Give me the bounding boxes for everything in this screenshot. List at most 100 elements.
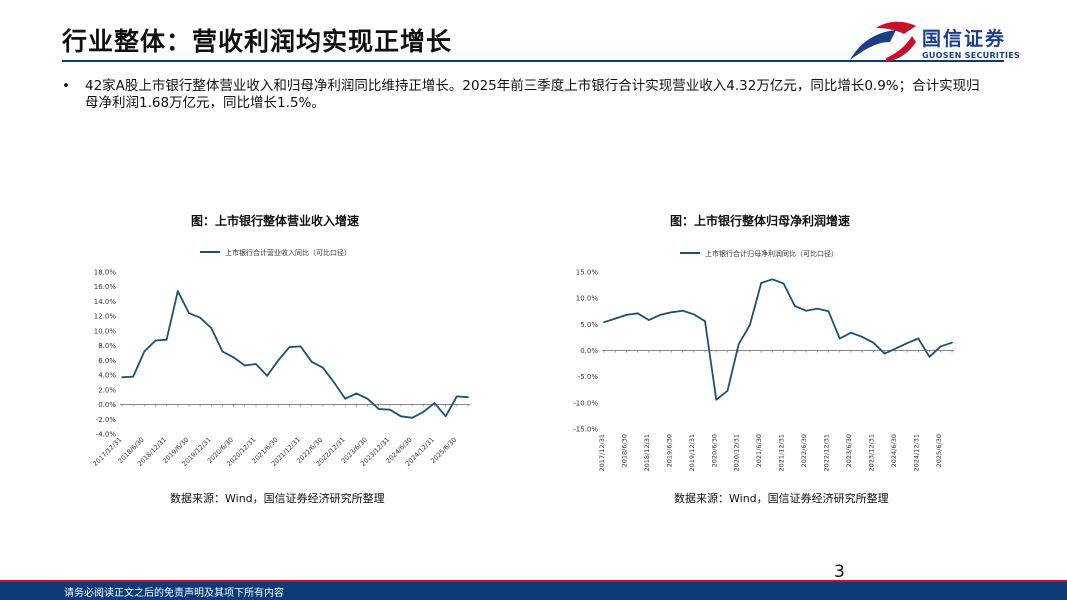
y-tick-label: -2.0% (96, 416, 117, 424)
page-title: 行业整体：营收利润均实现正增长 (62, 27, 453, 56)
x-tick-label: 2025/6/30 (935, 434, 943, 467)
data-point (659, 314, 661, 316)
revenue-growth-chart: 图：上市银行整体营业收入增速 上市银行合计营业收入同比（可比口径） 18.0% 16… (60, 210, 490, 510)
data-point (681, 309, 684, 312)
y-tick-label: 0.0% (98, 401, 116, 409)
bullet-marker: • (62, 78, 70, 94)
y-tick-label: 12.0% (94, 313, 117, 321)
data-point (400, 415, 402, 418)
x-tick-label: 2017/12/31 (598, 434, 606, 471)
x-tick-label: 2018/6/30 (620, 434, 628, 467)
page-number: 3 (834, 562, 845, 582)
data-point (221, 350, 224, 353)
x-tick-label: 2018/12/31 (643, 434, 651, 471)
data-point (322, 366, 324, 369)
data-point (838, 337, 841, 340)
data-point (299, 345, 302, 348)
data-point (366, 397, 369, 400)
logo-chinese-text: 国信证券 (922, 28, 1007, 50)
y-tick-label: 10.0% (94, 327, 117, 335)
data-point (255, 363, 257, 365)
profit-growth-plot: 上市银行合计归母净利润同比（可比口径） 15.0% 10.0% 5.0% 0.0% -5.… (573, 249, 954, 471)
data-point (883, 352, 886, 355)
y-tick-label: 5.0% (580, 321, 598, 329)
data-point (266, 375, 268, 377)
data-point (906, 342, 908, 344)
data-point (132, 375, 134, 378)
data-point (433, 402, 436, 404)
data-point (726, 389, 729, 392)
data-point (749, 324, 751, 326)
x-tick-label: 2022/6/30 (800, 434, 808, 467)
x-tick-label: 2021/12/31 (778, 434, 786, 471)
profit-growth-chart: 图：上市银行整体归母净利润增速 上市银行合计归母净利润同比（可比口径） 15.0%… (540, 210, 980, 510)
data-point (143, 350, 146, 353)
data-point (794, 305, 796, 307)
data-point (850, 331, 852, 334)
y-tick-label: 2.0% (98, 386, 116, 394)
data-point (917, 337, 920, 340)
data-point (693, 313, 695, 316)
data-point (165, 338, 168, 341)
x-tick-label: 2024/12/31 (912, 434, 920, 471)
y-tick-label: 6.0% (98, 357, 116, 365)
guosen-logo-mark-icon (850, 21, 916, 62)
x-tick-label: 2024/6/30 (890, 434, 898, 467)
data-point (310, 361, 313, 363)
data-point (760, 282, 762, 284)
x-tick-label: 2019/6/30 (665, 434, 673, 467)
data-point (827, 310, 830, 313)
chart-source: 数据来源：Wind，国信证券经济研究所整理 (674, 492, 889, 505)
x-tick-label: 2022/12/31 (823, 434, 831, 471)
data-point (895, 347, 897, 350)
series-line (603, 278, 953, 401)
y-tick-label: 14.0% (94, 298, 117, 306)
data-point (355, 392, 358, 395)
data-point (603, 321, 605, 324)
title-divider (62, 60, 1004, 62)
data-point (737, 343, 740, 346)
y-tick-label: 18.0% (94, 269, 117, 277)
data-point (951, 341, 953, 344)
x-tick-label: 2023/12/31 (867, 434, 875, 471)
x-tick-label: 2023/6/30 (845, 434, 853, 467)
series-line (121, 290, 469, 419)
y-tick-label: 16.0% (94, 283, 117, 291)
chart-title: 图：上市银行整体归母净利润增速 (669, 214, 850, 228)
data-point (232, 356, 235, 359)
y-tick-label: 8.0% (98, 342, 116, 350)
data-point (121, 376, 123, 379)
data-point (333, 381, 335, 384)
y-tick-label: -5.0% (578, 373, 599, 381)
x-tick-label: 2019/12/31 (688, 434, 696, 471)
data-point (614, 317, 617, 320)
y-tick-label: 4.0% (98, 372, 116, 380)
data-point (456, 395, 458, 398)
data-point (377, 408, 380, 410)
data-point (210, 327, 213, 329)
data-point (344, 397, 347, 400)
y-tick-label: 15.0% (576, 269, 599, 277)
footer-disclaimer: 请务必阅读正文之后的免责声明及其项下所有内容 (64, 588, 284, 599)
data-point (771, 278, 774, 281)
data-point (177, 290, 179, 292)
data-point (467, 396, 469, 398)
data-point (422, 411, 425, 413)
y-tick-label: -15.0% (573, 426, 598, 434)
data-point (872, 341, 875, 344)
data-point (625, 314, 628, 316)
data-point (277, 359, 280, 362)
data-point (636, 312, 639, 315)
x-tick-label: 2020/6/30 (710, 434, 718, 467)
data-point (928, 355, 931, 358)
data-point (861, 336, 863, 338)
data-point (816, 307, 819, 310)
revenue-growth-plot: 上市银行合计营业收入同比（可比口径） 18.0% 16.0% 14.0% 12.0% 10… (91, 248, 470, 468)
data-point (704, 320, 706, 322)
logo-english-text: GUOSEN SECURITIES (922, 51, 1021, 60)
x-tick-label: 2020/12/31 (733, 434, 741, 471)
data-point (188, 312, 190, 315)
data-point (288, 346, 291, 348)
chart-title: 图：上市银行整体营业收入增速 (190, 214, 359, 228)
y-tick-label: -4.0% (96, 431, 117, 439)
